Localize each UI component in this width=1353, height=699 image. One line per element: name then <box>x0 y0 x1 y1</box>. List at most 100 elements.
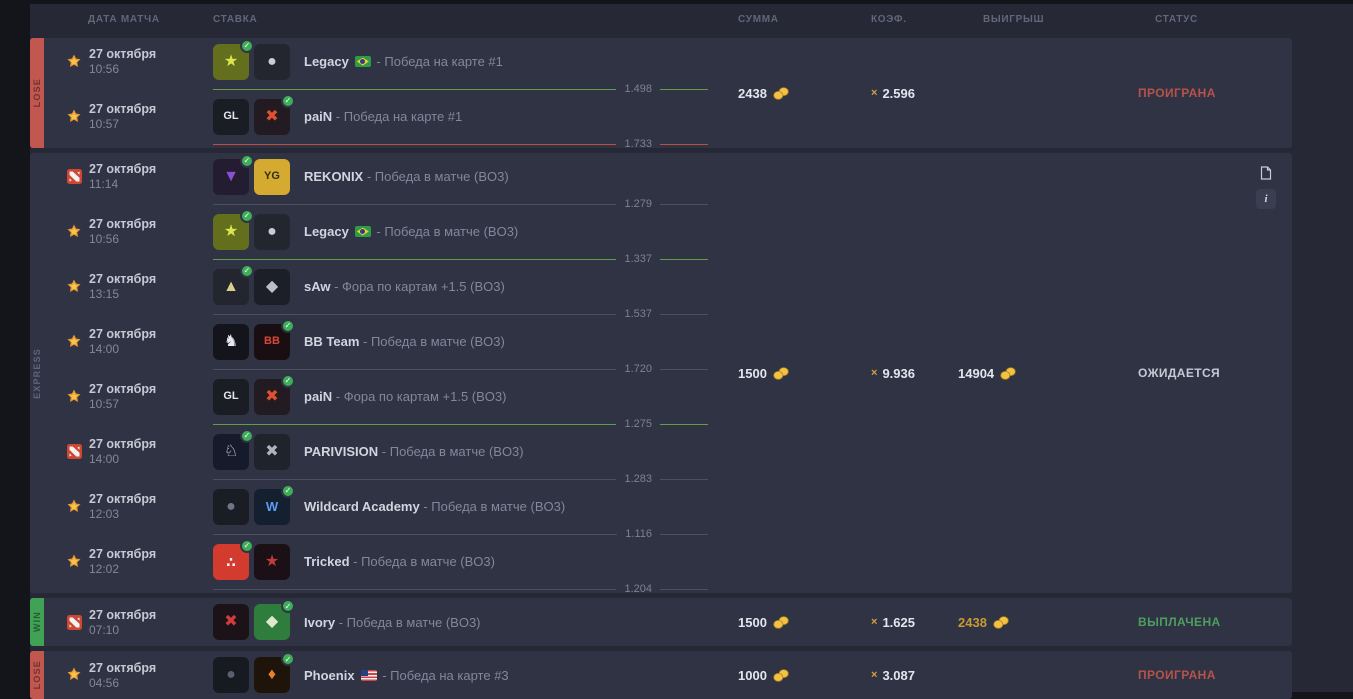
team-logo: BB ✓ <box>254 318 295 360</box>
bet-sum: 2438 <box>738 38 871 148</box>
match-row: 27 октября 12:03 ● W ✓ Wildcard Academy - Поб… <box>44 483 738 540</box>
cs2-game-icon <box>66 667 82 683</box>
match-date-text: 27 октября <box>89 272 157 286</box>
team-logo: ♘ ✓ <box>213 428 254 470</box>
bet-coef-value: 3.087 <box>882 667 915 683</box>
team-logo: ▼ ✓ <box>213 153 254 195</box>
dota2-game-icon <box>66 444 82 460</box>
team-logo-glyph: ✖ <box>265 387 279 405</box>
match-bet: ★ ✓ ● Legacy - Победа в матче (BO3) <box>213 208 738 250</box>
team-logo-glyph: ★ <box>264 552 280 570</box>
match-row: 27 октября 04:56 ● ♦ ✓ Phoenix - Победа на ка… <box>44 651 738 699</box>
match-time-text: 07:10 <box>89 622 120 637</box>
br-flag-icon <box>354 226 371 237</box>
bet-market: - Победа на карте #1 <box>332 109 463 124</box>
match-main: 27 октября 10:56 ★ ✓ ● Legacy - Победа на кар… <box>44 38 738 85</box>
team-logo: GL <box>213 98 249 135</box>
bet-card[interactable]: EXPRESS 27 октября 11:14 ▼ ✓ YG REKONIX - Побе… <box>30 153 1292 595</box>
odds-line-left <box>213 258 617 260</box>
match-date-text: 27 октября <box>89 547 157 561</box>
column-header-win: ВЫИГРЫШ <box>983 13 1045 25</box>
bet-status: ПРОИГРАНА <box>1138 38 1292 148</box>
team-logo-glyph: ★ <box>223 52 239 70</box>
team-name: Phoenix <box>304 667 355 683</box>
coins-icon <box>773 86 789 100</box>
bet-card[interactable]: WIN 27 октября 07:10 ✖ ◆ ✓ Ivory - Победа в ма… <box>30 598 1292 646</box>
us-flag-icon <box>360 669 377 681</box>
team-logo-glyph: ▲ <box>223 277 239 295</box>
odds-line-right <box>660 423 708 425</box>
odds-line-left <box>213 313 617 315</box>
bet-coef: × 9.936 <box>871 153 958 593</box>
odds-separator: 1.733 <box>213 138 708 150</box>
odds-line-right <box>660 88 708 90</box>
match-main: 27 октября 13:15 ▲ ✓ ◆ sAw - Фора по картам +… <box>44 263 738 310</box>
bet-description: paiN - Победа на карте #1 <box>304 109 462 124</box>
odds-value: 1.204 <box>624 583 652 595</box>
bets-history-panel: ДАТА МАТЧА СТАВКА СУММА КОЭФ. ВЫИГРЫШ СТ… <box>30 4 1353 699</box>
match-main: 27 октября 10:57 GL ✖ ✓ paiN - Победа на карт… <box>44 93 738 140</box>
match-date-text: 27 октября <box>89 660 157 675</box>
team-logo: W ✓ <box>254 483 295 525</box>
match-bet: ● ♦ ✓ Phoenix - Победа на карте #3 <box>213 652 738 693</box>
bet-info-icon[interactable]: i <box>1256 189 1276 209</box>
team-name: Wildcard Academy <box>304 499 420 514</box>
team-name: sAw <box>304 279 331 294</box>
column-header-status: СТАТУС <box>1155 13 1198 25</box>
bet-status: ПРОИГРАНА <box>1138 651 1292 699</box>
match-date-text: 27 октября <box>89 162 157 176</box>
odds-line-left <box>213 478 617 480</box>
match-main: 27 октября 10:56 ★ ✓ ● Legacy - Победа в матч… <box>44 208 738 255</box>
team-name: PARIVISION <box>304 444 379 459</box>
bet-coef-value: 9.936 <box>882 365 915 381</box>
match-time-text: 04:56 <box>89 675 120 690</box>
odds-line-right <box>660 533 708 535</box>
odds-line-right <box>660 368 708 370</box>
bet-card[interactable]: LOSE 27 октября 10:56 ★ ✓ ● Legacy - Победа на… <box>30 38 1292 150</box>
match-main: 27 октября 11:14 ▼ ✓ YG REKONIX - Победа в ма… <box>44 153 738 200</box>
match-date: 27 октября 12:02 <box>44 547 213 576</box>
bet-details-icon[interactable] <box>1256 163 1276 183</box>
cs2-game-icon <box>66 109 82 125</box>
team-logo: ● <box>213 488 249 525</box>
bet-market: - Фора по картам +1.5 (BO3) <box>332 389 507 404</box>
dota2-game-icon <box>66 169 82 185</box>
team-logo-glyph: ▼ <box>223 167 239 185</box>
bet-sum: 1500 <box>738 153 871 593</box>
bet-market: - Победа в матче (BO3) <box>359 334 505 349</box>
match-bet: ♘ ✓ ✖ PARIVISION - Победа в матче (BO3) <box>213 428 738 470</box>
bets-list: LOSE 27 октября 10:56 ★ ✓ ● Legacy - Победа на… <box>30 38 1353 699</box>
odds-line-right <box>660 203 708 205</box>
bet-card[interactable]: LOSE 27 октября 04:56 ● ♦ ✓ Phoenix - Победа н… <box>30 651 1292 699</box>
bet-sum: 1000 <box>738 651 871 699</box>
match-bet: GL ✖ ✓ paiN - Фора по картам +1.5 (BO3) <box>213 373 738 415</box>
pick-check-icon: ✓ <box>240 263 254 278</box>
multiply-icon: × <box>871 669 878 681</box>
match-main: 27 октября 12:02 ∴ ✓ ★ Tricked - Победа в мат… <box>44 538 738 585</box>
bet-sum: 1500 <box>738 598 871 646</box>
bet-win <box>958 38 1138 148</box>
match-bet: ▲ ✓ ◆ sAw - Фора по картам +1.5 (BO3) <box>213 263 738 305</box>
bet-market: - Победа в матче (BO3) <box>372 224 519 239</box>
team-logo-glyph: BB <box>264 335 280 347</box>
team-logo-glyph: GL <box>223 390 239 402</box>
match-row: 27 октября 07:10 ✖ ◆ ✓ Ivory - Победа в матче… <box>44 598 738 646</box>
match-bet: ✖ ◆ ✓ Ivory - Победа в матче (BO3) <box>213 599 738 640</box>
matches-column: 27 октября 11:14 ▼ ✓ YG REKONIX - Победа в ма… <box>44 153 738 595</box>
odds-separator: 1.279 <box>213 198 708 210</box>
bet-coef-value: 1.625 <box>882 614 915 630</box>
team-logo-glyph: YG <box>264 170 280 182</box>
cs2-game-icon <box>66 499 82 515</box>
coins-icon <box>773 668 789 682</box>
match-row: 27 октября 14:00 ♞ BB ✓ BB Team - Победа в ма… <box>44 318 738 375</box>
bet-description: Ivory - Победа в матче (BO3) <box>304 615 481 630</box>
match-date: 27 октября 12:03 <box>44 492 213 521</box>
team-logo-glyph: GL <box>223 110 239 122</box>
team-logo: ▲ ✓ <box>213 263 254 305</box>
match-date: 27 октября 07:10 <box>44 608 213 637</box>
bet-status-label: ВЫПЛАЧЕНА <box>1138 615 1221 629</box>
bet-coef: × 1.625 <box>871 598 958 646</box>
match-row: 27 октября 10:57 GL ✖ ✓ paiN - Фора по картам… <box>44 373 738 430</box>
team-logo: ★ ✓ <box>213 38 254 80</box>
team-logo: ♞ <box>213 323 249 360</box>
